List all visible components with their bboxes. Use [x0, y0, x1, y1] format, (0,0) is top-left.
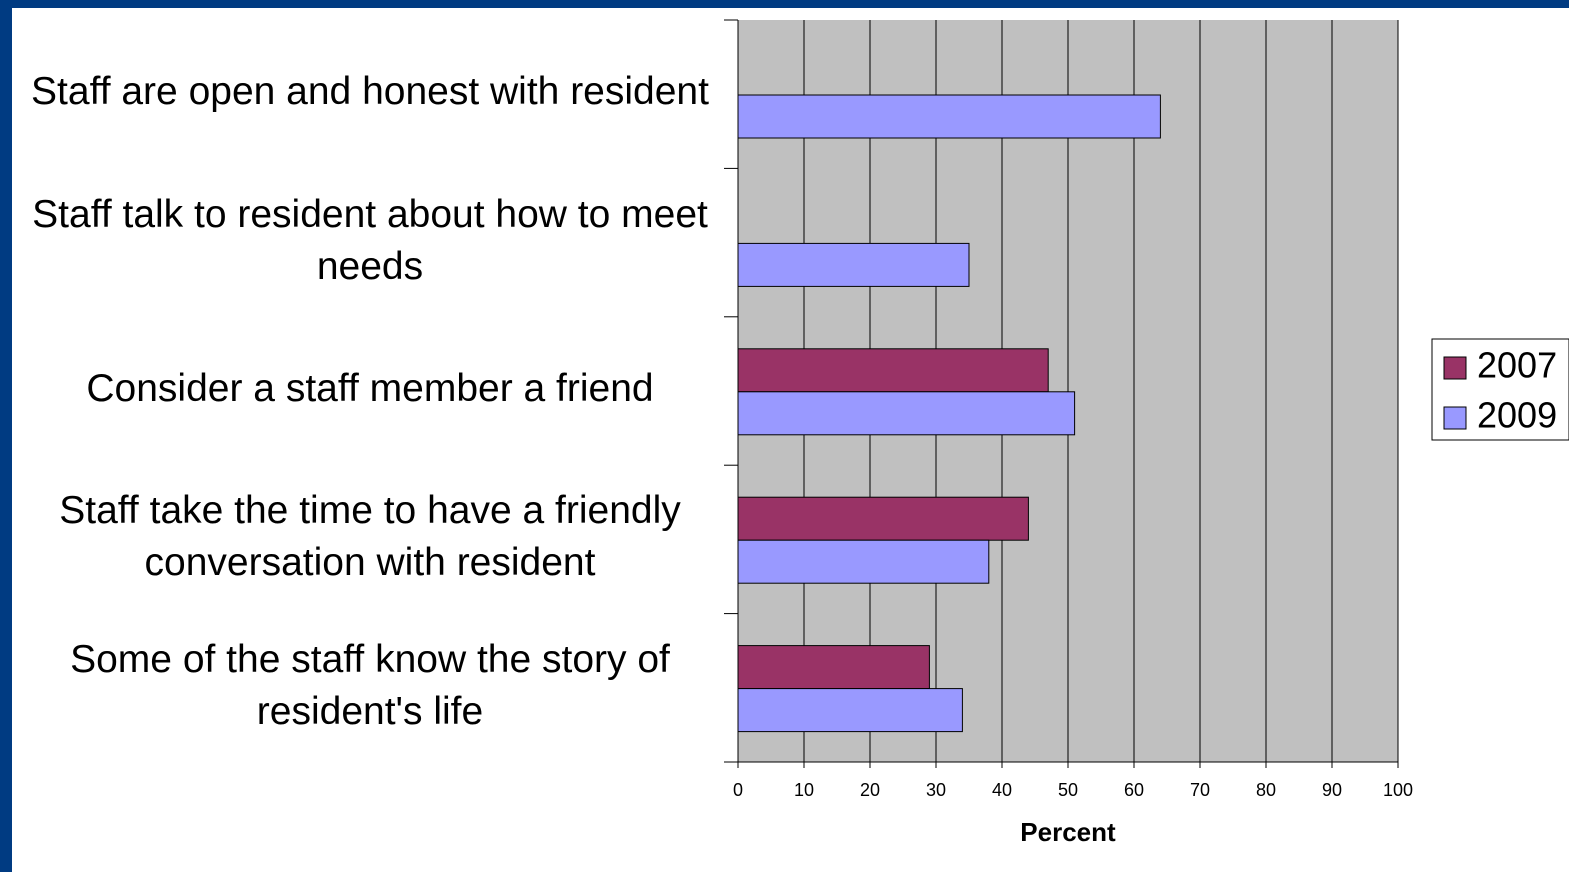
- bar: [737, 496, 1029, 541]
- x-tick-label: 30: [926, 780, 946, 800]
- bar: [737, 94, 1161, 139]
- y-tick-label: Staff are open and honest with resident: [31, 70, 709, 114]
- bar: [737, 348, 1049, 393]
- x-tick-label: 90: [1322, 780, 1342, 800]
- bar: [737, 539, 990, 584]
- x-tick-label: 40: [992, 780, 1012, 800]
- legend-label: 2009: [1477, 395, 1557, 436]
- y-tick-label: Some of the staff know the story of resi…: [70, 637, 670, 733]
- x-tick-label: 20: [860, 780, 880, 800]
- x-tick-label: 0: [733, 780, 743, 800]
- legend-label: 2007: [1477, 345, 1557, 386]
- legend-swatch: [1443, 406, 1467, 430]
- x-tick-label: 60: [1124, 780, 1144, 800]
- x-tick-label: 100: [1383, 780, 1413, 800]
- x-tick-label: 50: [1058, 780, 1078, 800]
- y-tick-label: Staff take the time to have a friendly c…: [59, 489, 681, 585]
- y-tick-label: Consider a staff member a friend: [86, 367, 654, 410]
- bar: [737, 645, 930, 690]
- x-tick-label: 70: [1190, 780, 1210, 800]
- x-tick-label: 80: [1256, 780, 1276, 800]
- x-axis-label: Percent: [1020, 817, 1116, 847]
- y-tick-label: Staff talk to resident about how to meet…: [32, 192, 708, 288]
- bar: [737, 688, 963, 733]
- bar: [737, 242, 970, 287]
- bar: [737, 391, 1076, 436]
- legend-swatch: [1443, 356, 1467, 380]
- x-tick-label: 10: [794, 780, 814, 800]
